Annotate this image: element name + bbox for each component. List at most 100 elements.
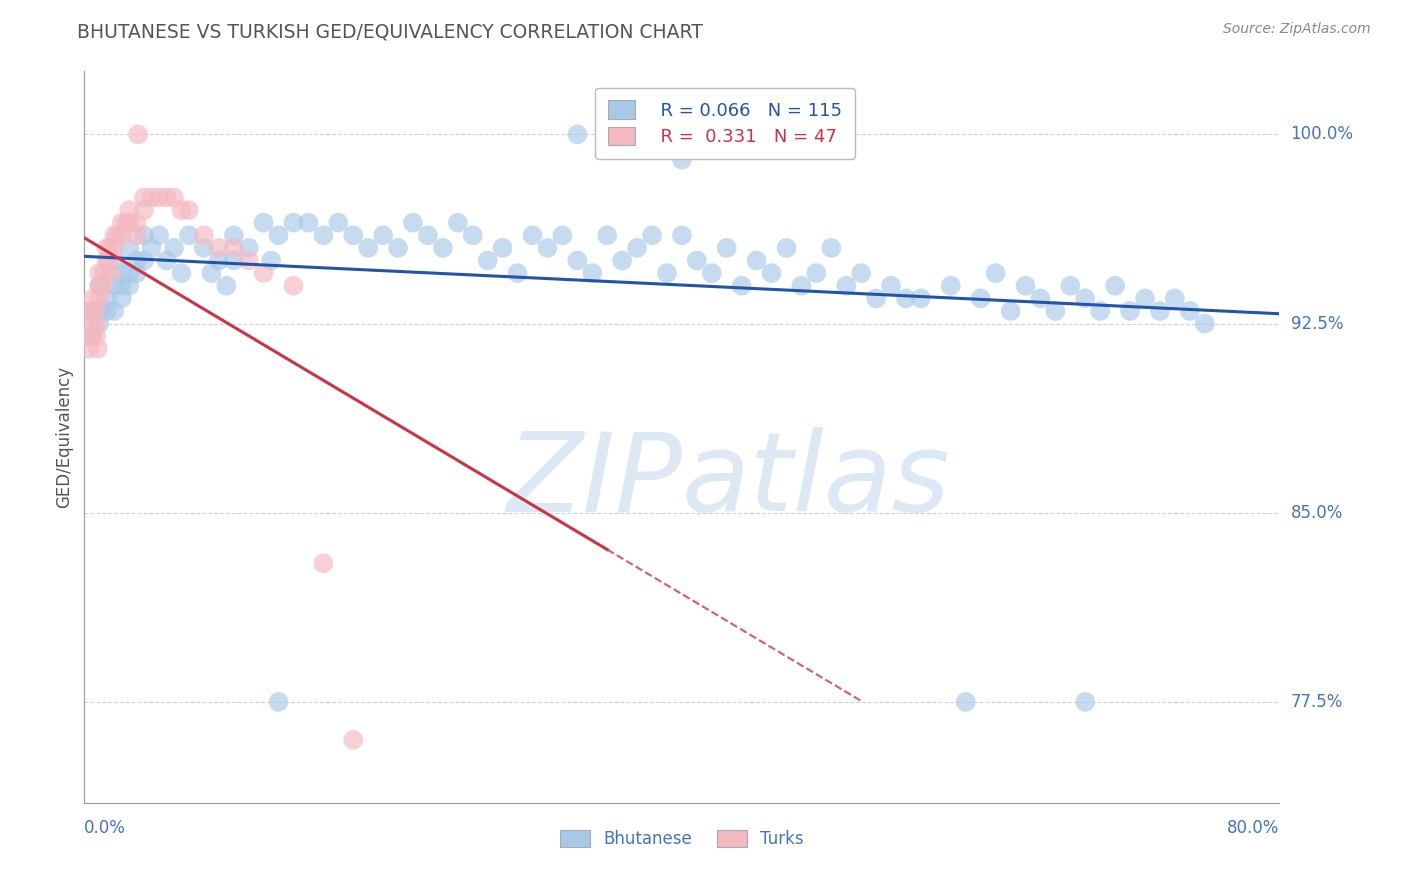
Point: [148, 190, 170, 204]
Point: [492, 241, 515, 255]
Point: [132, 203, 156, 218]
Point: [686, 253, 709, 268]
Point: [193, 241, 215, 255]
Point: [761, 266, 783, 280]
Point: [506, 266, 529, 280]
Point: [222, 253, 245, 268]
Text: ZIP: ZIP: [506, 427, 682, 534]
Point: [163, 241, 186, 255]
Point: [103, 228, 125, 243]
Point: [536, 241, 558, 255]
Point: [1194, 317, 1216, 331]
Point: [267, 695, 290, 709]
Point: [80, 329, 103, 343]
Point: [96, 291, 118, 305]
Point: [125, 216, 148, 230]
Point: [1104, 278, 1126, 293]
Point: [612, 140, 634, 154]
Point: [208, 253, 231, 268]
Point: [1133, 291, 1156, 305]
Point: [373, 228, 395, 243]
Point: [86, 329, 108, 343]
Text: 85.0%: 85.0%: [1291, 504, 1343, 522]
Point: [83, 304, 105, 318]
Point: [100, 266, 122, 280]
Text: 92.5%: 92.5%: [1291, 315, 1343, 333]
Point: [125, 253, 148, 268]
Legend: Bhutanese, Turks: Bhutanese, Turks: [551, 822, 813, 856]
Point: [1000, 304, 1022, 318]
Point: [1014, 278, 1036, 293]
Text: 77.5%: 77.5%: [1291, 693, 1343, 711]
Point: [215, 278, 238, 293]
Point: [103, 304, 125, 318]
Point: [111, 228, 134, 243]
Point: [1149, 304, 1171, 318]
Point: [115, 216, 138, 230]
Point: [111, 216, 134, 230]
Point: [155, 190, 177, 204]
Point: [93, 266, 115, 280]
Point: [880, 278, 903, 293]
Point: [87, 342, 110, 356]
Point: [1164, 291, 1187, 305]
Point: [77, 342, 100, 356]
Point: [1119, 304, 1142, 318]
Point: [103, 253, 125, 268]
Point: [125, 228, 148, 243]
Point: [80, 329, 103, 343]
Point: [141, 241, 163, 255]
Point: [432, 241, 454, 255]
Point: [155, 253, 177, 268]
Point: [596, 228, 619, 243]
Point: [111, 266, 134, 280]
Point: [111, 278, 134, 293]
Point: [163, 190, 186, 204]
Point: [89, 266, 111, 280]
Point: [581, 266, 603, 280]
Point: [238, 241, 260, 255]
Point: [238, 253, 260, 268]
Point: [716, 241, 738, 255]
Point: [97, 253, 120, 268]
Point: [775, 241, 797, 255]
Text: Source: ZipAtlas.com: Source: ZipAtlas.com: [1223, 22, 1371, 37]
Point: [80, 304, 103, 318]
Point: [790, 278, 813, 293]
Point: [567, 253, 589, 268]
Text: BHUTANESE VS TURKISH GED/EQUIVALENCY CORRELATION CHART: BHUTANESE VS TURKISH GED/EQUIVALENCY COR…: [77, 22, 703, 41]
Point: [253, 266, 276, 280]
Point: [89, 304, 111, 318]
Point: [1059, 278, 1081, 293]
Point: [89, 291, 111, 305]
Point: [80, 317, 103, 331]
Point: [208, 241, 231, 255]
Point: [461, 228, 484, 243]
Point: [76, 329, 98, 343]
Point: [328, 216, 350, 230]
Point: [111, 291, 134, 305]
Point: [96, 241, 118, 255]
Point: [865, 291, 887, 305]
Point: [342, 732, 364, 747]
Point: [82, 291, 104, 305]
Point: [312, 556, 335, 570]
Point: [731, 278, 754, 293]
Point: [103, 241, 125, 255]
Point: [939, 278, 962, 293]
Point: [222, 228, 245, 243]
Point: [170, 266, 193, 280]
Point: [118, 203, 141, 218]
Point: [1178, 304, 1201, 318]
Point: [612, 253, 634, 268]
Point: [970, 291, 993, 305]
Point: [522, 228, 544, 243]
Point: [118, 278, 141, 293]
Point: [416, 228, 439, 243]
Point: [79, 304, 101, 318]
Point: [700, 266, 723, 280]
Point: [402, 216, 425, 230]
Text: 100.0%: 100.0%: [1291, 126, 1354, 144]
Point: [894, 291, 917, 305]
Point: [86, 317, 108, 331]
